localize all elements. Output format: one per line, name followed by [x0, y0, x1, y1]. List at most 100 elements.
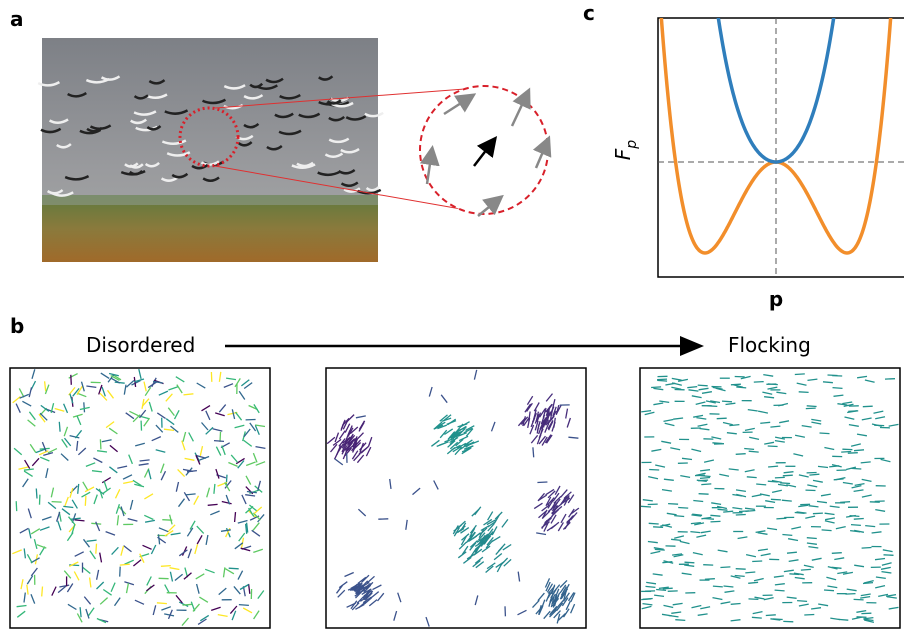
agent	[197, 526, 204, 533]
agent	[813, 480, 823, 482]
agent	[110, 445, 118, 451]
agent	[373, 585, 382, 590]
agent	[775, 441, 785, 443]
agent	[61, 454, 68, 461]
agent	[28, 509, 31, 519]
agent	[729, 469, 739, 470]
agent	[808, 547, 818, 548]
agent	[874, 411, 884, 413]
agent	[764, 598, 774, 600]
agent	[857, 434, 867, 436]
agent	[653, 527, 663, 528]
agent	[71, 518, 81, 519]
agent	[83, 482, 88, 491]
agent	[175, 410, 180, 419]
agent	[802, 426, 812, 428]
agent	[235, 512, 236, 522]
agent	[166, 419, 174, 425]
agent	[97, 570, 99, 580]
agent	[641, 599, 651, 600]
agent	[671, 387, 681, 389]
agent	[665, 423, 675, 425]
agent	[857, 617, 867, 618]
agent	[799, 475, 809, 477]
agent	[849, 425, 859, 427]
agent	[775, 477, 785, 478]
agent	[875, 417, 885, 419]
agent	[700, 607, 710, 609]
agent	[58, 521, 61, 531]
agent	[459, 436, 468, 440]
agent	[72, 524, 75, 534]
agent	[863, 406, 873, 407]
agent	[662, 614, 672, 616]
agent	[700, 478, 710, 479]
agent	[846, 594, 856, 595]
agent	[675, 620, 685, 621]
agent	[31, 594, 35, 603]
agent	[29, 412, 35, 420]
agent	[140, 460, 150, 461]
agent	[124, 385, 126, 395]
agent	[538, 593, 545, 601]
agent	[220, 432, 221, 442]
agent	[347, 415, 354, 422]
agent	[369, 600, 377, 606]
agent	[793, 454, 803, 456]
panel-label: b	[10, 314, 24, 338]
agent	[216, 469, 219, 479]
agent	[558, 522, 563, 531]
agent	[656, 590, 666, 591]
agent	[176, 482, 178, 492]
agent	[795, 513, 805, 514]
agent	[239, 391, 245, 399]
agent	[29, 387, 31, 397]
agent	[731, 384, 741, 385]
agent	[674, 536, 684, 538]
agent	[21, 579, 23, 589]
agent	[339, 582, 347, 588]
agent	[884, 555, 894, 556]
agent	[727, 433, 737, 434]
plot-frame	[658, 18, 904, 277]
agent	[359, 601, 367, 608]
agent	[87, 540, 97, 541]
agent	[57, 512, 60, 522]
agent	[492, 422, 496, 431]
agent	[28, 420, 36, 426]
agent	[696, 402, 706, 404]
agent	[723, 511, 733, 512]
agent	[232, 409, 234, 419]
agent	[197, 535, 202, 544]
agent	[135, 443, 145, 446]
agent	[720, 567, 730, 568]
agent	[641, 506, 651, 507]
agent	[782, 500, 792, 501]
agent	[745, 470, 755, 472]
agent	[170, 568, 180, 570]
agent	[182, 441, 185, 451]
agent	[651, 551, 661, 553]
agent	[30, 444, 36, 452]
agent	[646, 586, 656, 587]
agent	[763, 375, 773, 377]
agent	[22, 401, 31, 406]
agent	[772, 490, 782, 492]
agent	[657, 379, 667, 380]
agent	[701, 531, 711, 533]
agent	[225, 569, 234, 574]
agent	[824, 448, 834, 450]
agent	[437, 443, 446, 447]
agent	[234, 586, 240, 594]
agent	[692, 606, 702, 608]
agent	[807, 543, 817, 544]
agent	[649, 523, 659, 524]
agent	[809, 506, 819, 507]
agent	[413, 488, 421, 495]
agent	[699, 388, 709, 390]
agent	[564, 609, 570, 617]
agent	[102, 440, 112, 442]
agent	[713, 586, 723, 587]
agent	[200, 446, 202, 456]
agent	[78, 448, 85, 455]
